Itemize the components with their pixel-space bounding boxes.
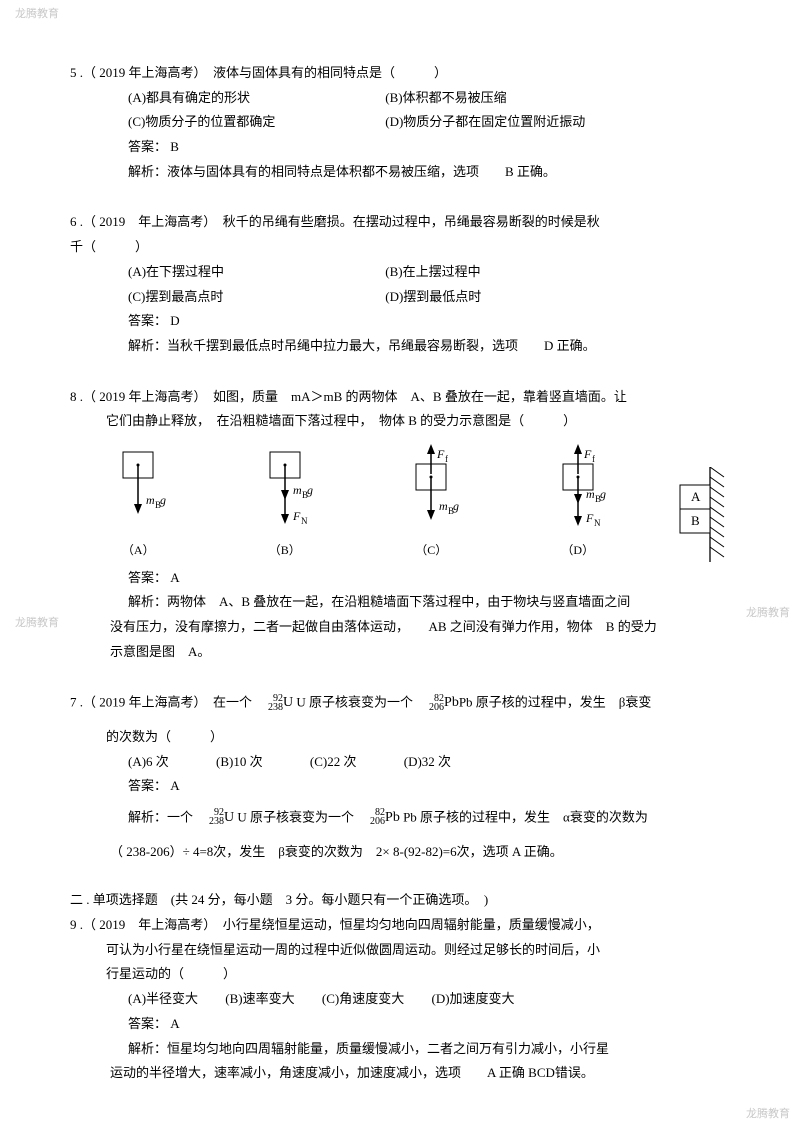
q6-options2: (C)摆到最高点时 (D)摆到最低点时 [70,285,730,310]
q7-optA: (A)6 次 [128,750,169,775]
q9-stem3: 行星运动的（ ） [70,962,730,987]
q7-stem2: 的次数为（ ） [70,725,730,750]
q6-optC: (C)摆到最高点时 [128,285,338,310]
svg-text:F: F [436,447,445,461]
svg-text:f: f [445,454,448,464]
q7-optD: (D)32 次 [404,750,451,775]
q7-exp1b: U 原子核衰变为一个 [237,809,367,824]
watermark-mid-right: 龙腾教育 [746,604,790,620]
svg-text:F: F [292,509,301,523]
q9-options: (A)半径变大 (B)速率变大 (C)角速度变大 (D)加速度变大 [70,987,730,1012]
q9-optD: (D)加速度变大 [431,987,514,1012]
fbd-A: m B g （A） [70,444,207,562]
svg-text:m: m [146,493,155,507]
q7-exp1a: 解析：一个 [128,809,206,824]
q7-exp2: （ 238-206）÷ 4=8次，发生 β衰变的次数为 2× 8-(92-82)… [70,840,730,865]
svg-text:F: F [585,511,594,525]
svg-text:f: f [592,454,595,464]
q5-optC: (C)物质分子的位置都确定 [128,110,338,135]
q6-explanation: 解析：当秋千摆到最低点时吊绳中拉力最大，吊绳最容易断裂，选项 D 正确。 [70,334,730,359]
q6-optD: (D)摆到最低点时 [385,285,481,310]
q8-answer: 答案： A [70,566,730,591]
question-6: 6 .（ 2019 年上海高考） 秋千的吊绳有些磨损。在摆动过程中，吊绳最容易断… [70,210,730,358]
q8-stem2: 它们由静止释放， 在沿粗糙墙面下落过程中， 物体 B 的受力示意图是（ ） [70,409,730,434]
q5-stem: 5 .（ 2019 年上海高考） 液体与固体具有的相同特点是（ ） [70,61,730,86]
section-2-heading: 二 . 单项选择题 (共 24 分，每小题 3 分。每小题只有一个正确选项。 ) [70,888,730,913]
q7-options: (A)6 次 (B)10 次 (C)22 次 (D)32 次 [70,750,730,775]
pb-bot: 82 [434,689,444,708]
q7-stem1c: Pb 原子核的过程中，发生 β衰变 [459,695,652,710]
svg-text:g: g [453,499,459,513]
svg-text:N: N [301,516,308,526]
q7-stem1a: 7 .（ 2019 年上海高考） 在一个 [70,695,265,710]
svg-text:m: m [293,483,302,497]
q5-options: (A)都具有确定的形状 (B)体积都不易被压缩 [70,86,730,111]
svg-text:m: m [439,499,448,513]
q5-explanation: 解析：液体与固体具有的相同特点是体积都不易被压缩，选项 B 正确。 [70,160,730,185]
q7-stem1: 7 .（ 2019 年上海高考） 在一个 23892U U 原子核衰变为一个 2… [70,690,730,717]
q7-stem1b: U 原子核衰变为一个 [296,695,426,710]
fbd-C: Ff mBg （C） [363,444,500,562]
u-bot: 92 [273,689,283,708]
q8-exp2: 没有压力，没有摩擦力，二者一起做自由落体运动， AB 之间没有弹力作用，物体 B… [70,615,730,640]
wall-diagram: A B [656,467,730,562]
q5-optA: (A)都具有确定的形状 [128,86,338,111]
fbd-B: mBg FN （B） [217,444,354,562]
question-8: 8 .（ 2019 年上海高考） 如图，质量 mA＞mB 的两物体 A、B 叠放… [70,385,730,665]
question-7: 7 .（ 2019 年上海高考） 在一个 23892U U 原子核衰变为一个 2… [70,690,730,864]
q7-optB: (B)10 次 [216,750,263,775]
q6-answer: 答案： D [70,309,730,334]
document-page: 5 .（ 2019 年上海高考） 液体与固体具有的相同特点是（ ） (A)都具有… [0,0,800,1126]
q9-optA: (A)半径变大 [128,987,198,1012]
q9-stem1: 9 .（ 2019 年上海高考） 小行星绕恒星运动，恒星均匀地向四周辐射能量，质… [70,913,730,938]
svg-text:m: m [586,487,595,501]
svg-text:F: F [583,447,592,461]
q5-optB: (B)体积都不易被压缩 [385,86,506,111]
q9-exp1: 解析：恒星均匀地向四周辐射能量，质量缓慢减小，二者之间万有引力减小，小行星 [70,1037,730,1062]
svg-text:B: B [691,513,700,528]
q6-options: (A)在下摆过程中 (B)在上摆过程中 [70,260,730,285]
fbd-A-label: （A） [70,539,207,562]
fbd-D-label: （D） [510,539,647,562]
q5-answer: 答案： B [70,135,730,160]
q9-stem2: 可认为小行星在绕恒星运动一周的过程中近似做圆周运动。则经过足够长的时间后，小 [70,938,730,963]
fbd-B-label: （B） [217,539,354,562]
q5-optD: (D)物质分子都在固定位置附近振动 [385,110,585,135]
u-bot2: 92 [214,803,224,822]
q6-optA: (A)在下摆过程中 [128,260,338,285]
q7-answer: 答案： A [70,774,730,799]
svg-text:g: g [600,487,606,501]
question-9: 9 .（ 2019 年上海高考） 小行星绕恒星运动，恒星均匀地向四周辐射能量，质… [70,913,730,1086]
q9-optB: (B)速率变大 [225,987,294,1012]
svg-text:g: g [307,483,313,497]
svg-text:N: N [594,518,601,528]
q9-optC: (C)角速度变大 [322,987,404,1012]
question-5: 5 .（ 2019 年上海高考） 液体与固体具有的相同特点是（ ） (A)都具有… [70,61,730,184]
q8-exp3: 示意图是图 A。 [70,640,730,665]
q6-stem1: 6 .（ 2019 年上海高考） 秋千的吊绳有些磨损。在摆动过程中，吊绳最容易断… [70,210,730,235]
q6-optB: (B)在上摆过程中 [385,260,480,285]
q8-stem1: 8 .（ 2019 年上海高考） 如图，质量 mA＞mB 的两物体 A、B 叠放… [70,385,730,410]
svg-text:g: g [160,493,166,507]
q6-stem2: 千（ ） [70,235,730,260]
svg-text:A: A [691,489,701,504]
fbd-C-label: （C） [363,539,500,562]
q5-options2: (C)物质分子的位置都确定 (D)物质分子都在固定位置附近振动 [70,110,730,135]
q9-exp2: 运动的半径增大，速率减小，角速度减小，加速度减小，选项 A 正确 BCD错误。 [70,1061,730,1086]
pb-bot2: 82 [375,803,385,822]
watermark-mid-left: 龙腾教育 [15,614,59,630]
q8-diagrams: m B g （A） mBg FN （B） [70,444,730,562]
watermark-top-left: 龙腾教育 [15,5,59,21]
q8-exp1: 解析：两物体 A、B 叠放在一起，在沿粗糙墙面下落过程中，由于物块与竖直墙面之间 [70,590,730,615]
q9-answer: 答案： A [70,1012,730,1037]
q7-optC: (C)22 次 [310,750,357,775]
q7-exp1c: Pb 原子核的过程中，发生 α衰变的次数为 [403,809,648,824]
q7-exp1: 解析：一个 23892U U 原子核衰变为一个 20682Pb Pb 原子核的过… [70,805,730,832]
watermark-bot-right: 龙腾教育 [746,1105,790,1121]
fbd-D: Ff mBg FN （D） [510,444,647,562]
